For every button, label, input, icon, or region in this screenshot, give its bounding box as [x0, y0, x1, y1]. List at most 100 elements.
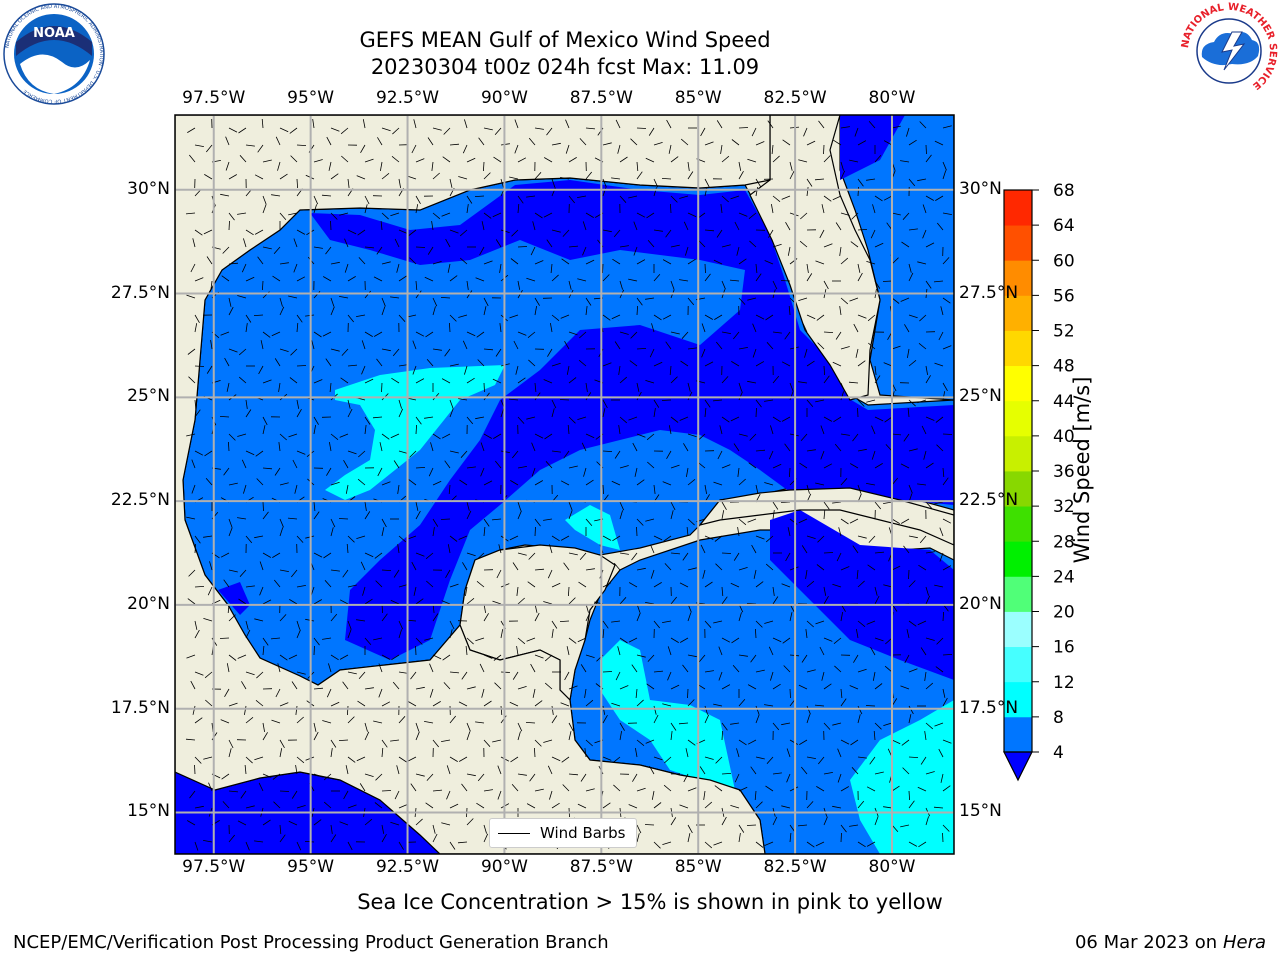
wind-barb	[415, 645, 417, 656]
wind-barb	[483, 127, 493, 131]
wind-barb	[449, 399, 454, 409]
wind-barb	[872, 671, 876, 681]
wind-barb	[325, 358, 332, 367]
wind-barb	[755, 841, 764, 848]
wind-barb	[364, 722, 368, 732]
wind-barb	[194, 450, 204, 456]
wind-barb	[441, 212, 451, 217]
wind-barb	[900, 824, 910, 828]
wind-barb	[526, 277, 536, 282]
wind-barb	[806, 841, 815, 848]
wind-barb	[857, 705, 863, 715]
wind-barb	[262, 467, 273, 470]
wind-barb	[449, 314, 457, 322]
wind-barb	[942, 297, 951, 304]
wind-barb	[800, 212, 808, 220]
wind-barb	[296, 716, 304, 724]
wind-barb	[373, 637, 383, 641]
wind-barb	[432, 261, 442, 265]
wind-barb	[891, 518, 900, 524]
wind-barb	[653, 178, 659, 188]
wind-barb	[665, 229, 672, 238]
wind-barb	[942, 170, 947, 180]
wind-barb	[942, 739, 952, 744]
wind-barb	[823, 501, 830, 510]
wind-barb	[466, 686, 476, 690]
wind-barb	[551, 408, 555, 418]
wind-barb	[840, 170, 846, 180]
wind-barb	[942, 688, 946, 698]
wind-barb	[237, 654, 247, 659]
wind-barb	[874, 463, 883, 469]
wind-barb	[636, 348, 647, 350]
wind-barb	[833, 416, 842, 423]
wind-barb	[288, 295, 298, 299]
wind-barb	[662, 259, 672, 265]
wind-barb	[782, 139, 791, 146]
wind-barb	[814, 178, 825, 181]
wind-barb	[925, 595, 931, 605]
wind-barb	[736, 748, 740, 758]
wind-barb	[647, 239, 655, 248]
wind-barb	[613, 229, 621, 238]
wind-barb	[296, 322, 299, 333]
wind-barb	[703, 790, 706, 800]
wind-barb	[704, 314, 713, 320]
wind-barb	[840, 688, 843, 699]
wind-barb	[891, 297, 900, 304]
wind-barb	[415, 195, 421, 204]
wind-barb	[653, 705, 657, 715]
wind-barb	[902, 767, 910, 775]
wind-barb	[461, 783, 468, 792]
wind-barb	[221, 773, 230, 780]
wind-barb	[704, 141, 714, 146]
wind-barb	[424, 721, 434, 724]
wind-barb	[772, 772, 782, 775]
wind-barb	[516, 646, 519, 656]
wind-barb	[857, 800, 865, 809]
wind-barb	[768, 450, 774, 460]
wind-barb	[789, 382, 794, 392]
wind-barb	[517, 597, 525, 605]
wind-barb	[560, 177, 570, 180]
colorbar-tick-label: 28	[1053, 532, 1075, 552]
wind-barb	[517, 552, 527, 556]
wind-barb	[873, 730, 876, 741]
wind-barb	[510, 258, 519, 265]
wind-barb	[772, 637, 782, 643]
wind-barb	[753, 569, 757, 579]
wind-barb	[194, 841, 199, 851]
wind-barb	[462, 144, 468, 154]
wind-barb	[874, 595, 880, 605]
wind-barb	[381, 790, 392, 792]
wind-barb	[551, 802, 560, 809]
wind-barb	[188, 376, 196, 384]
wind-barb	[631, 664, 638, 673]
wind-barb	[245, 409, 252, 418]
strong-wind-zone-east	[850, 700, 954, 854]
wind-barb	[857, 360, 866, 367]
wind-barb	[925, 416, 935, 421]
wind-barb	[619, 416, 628, 424]
wind-barb	[479, 663, 485, 673]
wind-barb	[220, 719, 230, 724]
wind-barb	[393, 569, 400, 578]
wind-barb	[849, 159, 859, 163]
wind-barb	[748, 462, 757, 469]
wind-barb	[330, 739, 337, 748]
wind-barb	[667, 646, 672, 656]
wind-barb	[347, 408, 353, 418]
wind-barb	[686, 526, 689, 537]
wind-barb	[564, 341, 570, 350]
wind-barb	[787, 527, 791, 537]
wind-barb	[806, 314, 816, 320]
wind-barb	[517, 331, 527, 336]
wind-barb	[398, 229, 408, 234]
wind-barb	[279, 433, 287, 441]
map-legend: Wind Barbs	[489, 818, 637, 848]
wind-barb	[823, 155, 831, 163]
wind-barb	[497, 790, 502, 800]
wind-barb	[650, 544, 655, 554]
wind-barb	[670, 501, 676, 511]
wind-barb	[259, 561, 264, 571]
